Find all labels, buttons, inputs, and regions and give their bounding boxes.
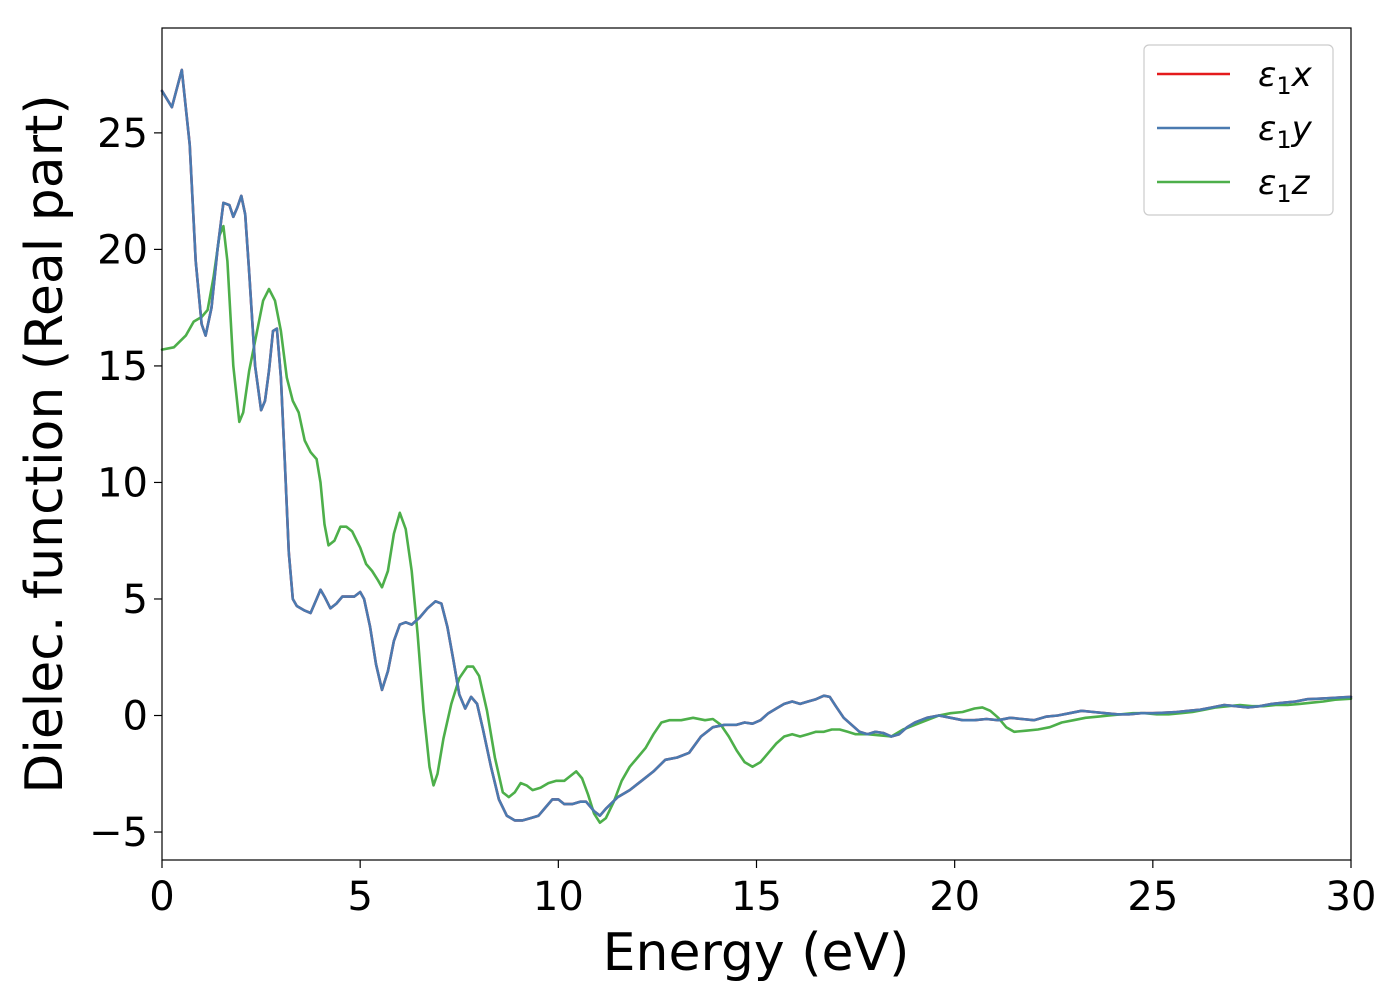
y-tick-label: 15 (97, 344, 148, 390)
x-tick-label: 0 (149, 874, 174, 920)
y-tick-label: 20 (97, 227, 148, 273)
x-tick-label: 10 (533, 874, 584, 920)
y-tick-label: 25 (97, 111, 148, 157)
y-tick-label: 5 (123, 577, 148, 623)
x-tick-label: 25 (1127, 874, 1178, 920)
legend-label-z: ε1z (1258, 163, 1311, 208)
y-axis-label: Dielec. function (Real part) (15, 94, 75, 793)
y-tick-label: 0 (123, 694, 148, 740)
y-tick-label: −5 (89, 810, 148, 856)
y-axis: −5 0 5 10 15 20 25 (89, 111, 162, 856)
x-tick-label: 15 (731, 874, 782, 920)
x-tick-label: 20 (929, 874, 980, 920)
series-line-z (160, 224, 1353, 824)
legend-frame (1143, 44, 1334, 216)
legend: ε1x ε1y ε1z (1143, 44, 1334, 216)
x-tick-label: 30 (1326, 874, 1377, 920)
x-tick-label: 5 (347, 874, 372, 920)
series-line-y (160, 68, 1353, 822)
x-axis-label: Energy (eV) (603, 923, 910, 983)
series-layer (160, 68, 1353, 824)
legend-label-y: ε1y (1258, 109, 1313, 154)
x-axis: 0 5 10 15 20 25 30 (149, 860, 1376, 920)
legend-label-x: ε1x (1258, 55, 1313, 100)
y-tick-label: 10 (97, 460, 148, 506)
